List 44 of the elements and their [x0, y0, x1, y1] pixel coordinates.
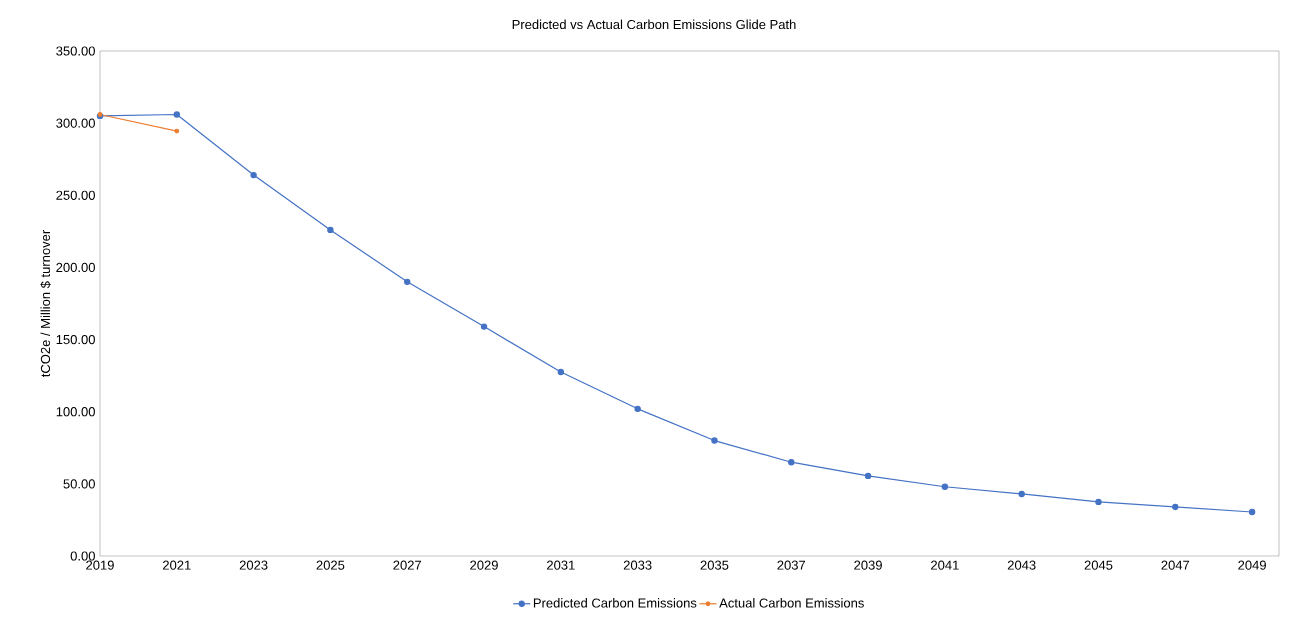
x-tick-label: 2041 — [931, 560, 959, 570]
y-tick-label: 50.00 — [63, 479, 95, 489]
point — [404, 278, 411, 286]
x-tick-label: 2025 — [316, 560, 345, 570]
x-tick-label: 2019 — [86, 560, 114, 570]
y-tick-label: 200.00 — [56, 262, 95, 273]
point — [327, 226, 334, 234]
x-tick-label: 2045 — [1084, 560, 1113, 570]
y-tick-label: 100.00 — [56, 407, 95, 417]
x-tick-label: 2029 — [470, 560, 498, 570]
x-tick-label: 2043 — [1007, 560, 1036, 570]
y-tick-label: 250.00 — [56, 190, 95, 200]
x-tick-label: 2035 — [700, 560, 729, 570]
point — [634, 405, 641, 413]
point — [480, 323, 488, 330]
x-tick-label: 2023 — [239, 560, 268, 570]
point — [173, 111, 181, 118]
x-tick-label: 2047 — [1161, 560, 1190, 570]
legend-label: Predicted Carbon Emissions — [533, 598, 697, 608]
y-tick-label: 350.00 — [56, 46, 95, 56]
point — [250, 171, 257, 179]
y-tick-label: 150.00 — [56, 334, 95, 345]
x-tick-label: 2027 — [393, 560, 422, 570]
x-tick-label: 2049 — [1238, 560, 1266, 570]
point — [1095, 498, 1102, 506]
point — [1172, 503, 1179, 511]
point — [557, 368, 565, 376]
point — [1248, 508, 1256, 516]
x-tick-label: 2031 — [547, 560, 575, 570]
y-tick-label: 300.00 — [56, 118, 95, 128]
legend-label: Actual Carbon Emissions — [719, 598, 864, 608]
point — [864, 472, 872, 480]
point — [1018, 490, 1025, 498]
y-axis-title: tCO2e / Million $ turnover — [40, 230, 51, 377]
x-tick-label: 2021 — [163, 560, 191, 570]
point — [174, 128, 180, 134]
y-tick-label: 0.00 — [70, 551, 95, 561]
point — [711, 437, 718, 444]
x-tick-label: 2033 — [623, 560, 652, 570]
x-tick-label: 2037 — [777, 560, 806, 570]
x-tick-label: 2039 — [854, 560, 882, 570]
point — [788, 459, 795, 466]
point — [941, 483, 949, 490]
chart-title: Predicted vs Actual Carbon Emissions Glide Path — [512, 19, 796, 30]
